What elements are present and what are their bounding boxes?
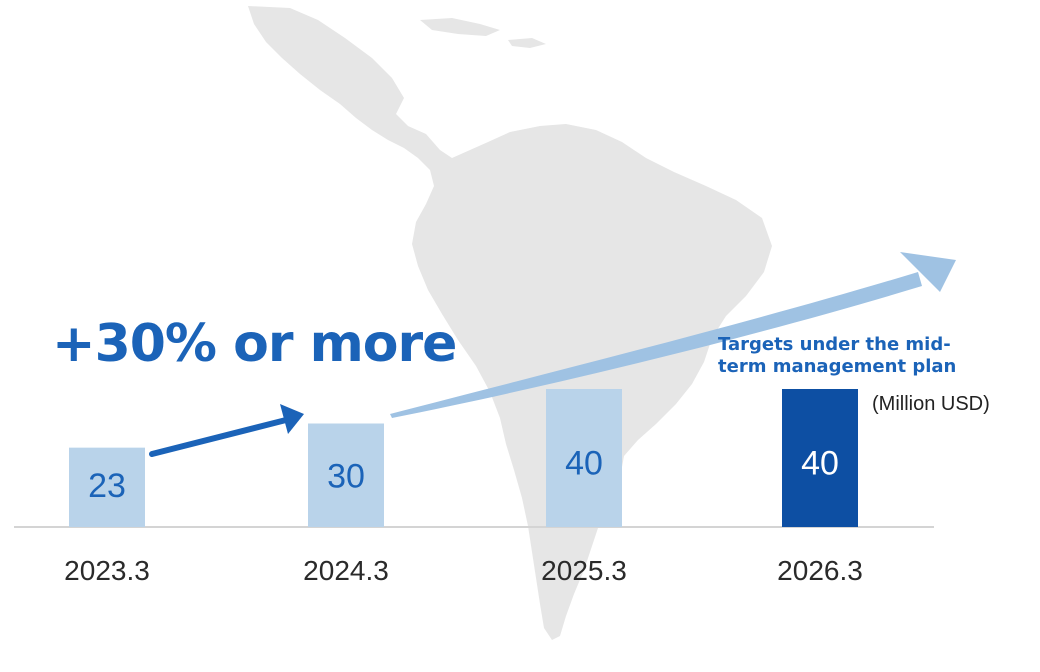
value-labels: 23 30 40 40 xyxy=(88,445,839,505)
x-tick-labels: 2023.3 2024.3 2025.3 2026.3 xyxy=(64,555,863,586)
tick-label-2024.3: 2024.3 xyxy=(303,555,389,586)
value-label-2025.3: 40 xyxy=(565,445,603,483)
caribbean-islands-map xyxy=(420,18,546,48)
value-label-2023.3: 23 xyxy=(88,467,126,505)
value-label-2026.3: 40 xyxy=(801,445,839,483)
unit-label: (Million USD) xyxy=(872,393,990,415)
south-america-map xyxy=(248,6,772,640)
target-note: Targets under the mid-term management pl… xyxy=(718,334,957,377)
bar-2023.3 xyxy=(69,447,145,527)
growth-arrow xyxy=(149,404,304,457)
bar-2025.3 xyxy=(546,389,622,527)
trend-arrow xyxy=(390,252,956,418)
growth-annotation: +30% or more xyxy=(52,314,457,374)
bar-series xyxy=(69,389,858,527)
bar-2024.3 xyxy=(308,423,384,527)
tick-label-2025.3: 2025.3 xyxy=(541,555,627,586)
tick-label-2023.3: 2023.3 xyxy=(64,555,150,586)
bar-2026.3 xyxy=(782,389,858,527)
value-label-2024.3: 30 xyxy=(327,458,365,496)
tick-label-2026.3: 2026.3 xyxy=(777,555,863,586)
